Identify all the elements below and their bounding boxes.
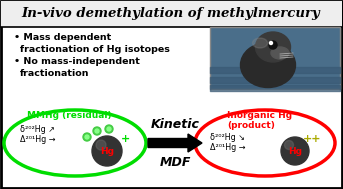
Text: In-vivo demethylation of methylmercury: In-vivo demethylation of methylmercury xyxy=(22,8,320,20)
Text: fractionation: fractionation xyxy=(20,68,90,77)
Circle shape xyxy=(281,137,309,165)
Bar xyxy=(1,1,342,27)
Text: δ²⁰²Hg ↘: δ²⁰²Hg ↘ xyxy=(210,132,245,142)
Circle shape xyxy=(105,125,113,133)
Circle shape xyxy=(85,135,89,139)
Circle shape xyxy=(83,133,91,141)
Text: +: + xyxy=(120,134,130,144)
Text: • No mass-independent: • No mass-independent xyxy=(14,57,140,67)
Ellipse shape xyxy=(271,47,289,59)
Bar xyxy=(210,27,340,89)
Circle shape xyxy=(95,129,99,133)
Ellipse shape xyxy=(195,110,335,176)
Circle shape xyxy=(107,127,111,131)
Text: MDF: MDF xyxy=(159,156,191,170)
Text: fractionation of Hg isotopes: fractionation of Hg isotopes xyxy=(20,44,170,53)
Circle shape xyxy=(269,41,277,49)
Circle shape xyxy=(93,127,101,135)
Circle shape xyxy=(284,140,294,149)
Text: Δ²⁰¹Hg →: Δ²⁰¹Hg → xyxy=(210,143,246,153)
Text: ++: ++ xyxy=(303,134,321,144)
Text: Kinetic: Kinetic xyxy=(151,118,199,130)
Text: Hg: Hg xyxy=(288,146,302,156)
Text: • Mass dependent: • Mass dependent xyxy=(14,33,111,43)
Text: Inorganic Hg: Inorganic Hg xyxy=(227,111,292,119)
Ellipse shape xyxy=(256,32,291,62)
Ellipse shape xyxy=(240,43,296,88)
Circle shape xyxy=(270,42,272,44)
Ellipse shape xyxy=(252,38,268,48)
FancyArrow shape xyxy=(148,134,202,152)
Text: (product): (product) xyxy=(227,121,275,129)
Text: δ²⁰²Hg ↗: δ²⁰²Hg ↗ xyxy=(20,125,55,133)
Text: Hg: Hg xyxy=(100,146,114,156)
Ellipse shape xyxy=(4,110,146,176)
Circle shape xyxy=(96,140,106,150)
Text: MMHg (residual): MMHg (residual) xyxy=(27,112,111,121)
Text: Δ²⁰¹Hg →: Δ²⁰¹Hg → xyxy=(20,136,56,145)
Circle shape xyxy=(92,136,122,166)
